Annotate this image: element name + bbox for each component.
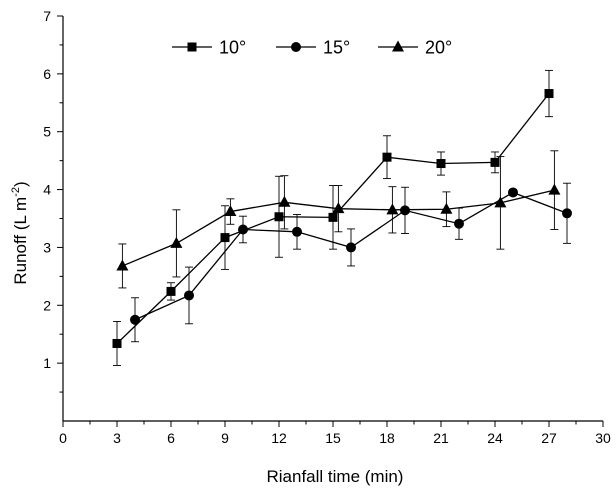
series-square <box>112 69 554 366</box>
data-point <box>346 242 356 253</box>
data-point <box>274 212 284 222</box>
x-tick-label: 21 <box>433 430 449 446</box>
x-tick-label: 3 <box>113 430 121 446</box>
data-point <box>238 224 248 235</box>
x-tick-label: 12 <box>271 430 287 446</box>
data-point <box>440 202 453 214</box>
legend-item-square: 10° <box>172 38 246 58</box>
y-axis-title-sup: -2 <box>10 187 22 197</box>
x-tick-label: 0 <box>59 430 67 446</box>
legend-label: 15° <box>323 38 350 58</box>
x-tick-label: 18 <box>379 430 395 446</box>
data-point <box>400 205 410 216</box>
x-tick-label: 9 <box>221 430 229 446</box>
x-tick-label: 6 <box>167 430 175 446</box>
data-point <box>386 203 399 215</box>
x-tick-label: 30 <box>595 430 611 446</box>
legend: 10° 15° 20° <box>172 38 452 58</box>
data-point <box>548 183 561 195</box>
y-axis-title-main: Runoff (L m <box>11 197 30 285</box>
y-tick-label: 5 <box>43 124 51 140</box>
data-point <box>508 187 518 198</box>
legend-marker <box>187 42 197 52</box>
data-point <box>494 196 507 208</box>
y-tick-label: 3 <box>43 239 51 255</box>
x-axis-title: Rianfall time (min) <box>267 467 404 486</box>
series-layer <box>112 69 572 366</box>
y-tick-label: 7 <box>43 8 51 24</box>
legend-item-triangle: 20° <box>378 38 452 58</box>
data-point <box>328 212 338 222</box>
x-tick-label: 24 <box>487 430 503 446</box>
series-triangle <box>116 150 561 289</box>
legend-marker <box>291 42 301 52</box>
data-point <box>332 202 345 214</box>
data-point <box>166 286 176 296</box>
data-point <box>184 290 194 301</box>
data-point <box>220 233 230 243</box>
data-point <box>112 338 122 348</box>
y-tick-label: 6 <box>43 66 51 82</box>
y-axis-title-tail: ) <box>11 181 30 187</box>
legend-item-circle: 15° <box>276 38 350 58</box>
y-tick-label: 4 <box>43 182 51 198</box>
data-point <box>116 259 129 271</box>
y-axis-title: Runoff (L m-2) <box>10 181 30 284</box>
data-point <box>224 205 237 217</box>
legend-marker <box>392 40 404 52</box>
y-tick-label: 2 <box>43 297 51 313</box>
legend-label: 10° <box>219 38 246 58</box>
data-point <box>292 226 302 237</box>
data-point <box>130 314 140 325</box>
x-tick-label: 15 <box>325 430 341 446</box>
legend-label: 20° <box>425 38 452 58</box>
data-point <box>562 208 572 219</box>
data-point <box>436 159 446 169</box>
data-point <box>382 152 392 162</box>
data-point <box>170 236 183 248</box>
x-tick-label: 27 <box>541 430 557 446</box>
data-point <box>454 218 464 229</box>
data-point <box>278 195 291 207</box>
y-tick-label: 1 <box>43 355 51 371</box>
data-point <box>544 89 554 99</box>
data-point <box>490 157 500 167</box>
